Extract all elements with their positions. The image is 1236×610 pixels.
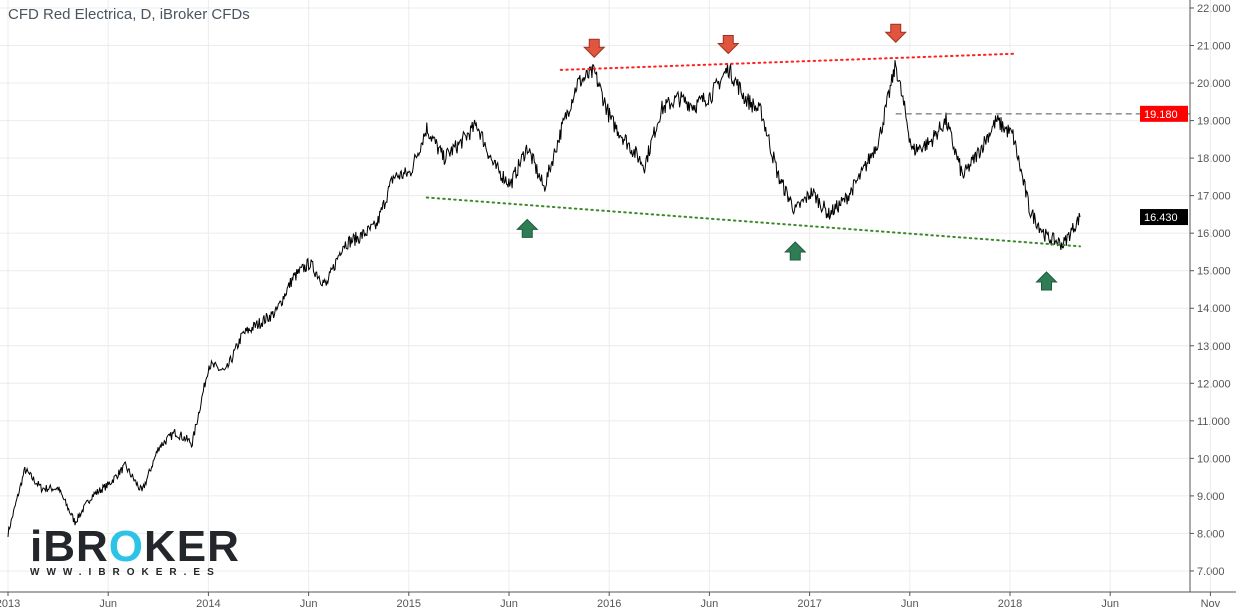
arrow-down-icon — [583, 38, 606, 58]
price-line — [7, 60, 1081, 537]
last-price-label-bg — [1140, 209, 1188, 226]
arrow-up-icon — [1035, 271, 1058, 291]
level-price-label-bg — [1140, 105, 1188, 122]
y-tick-label: 10.000 — [1197, 453, 1231, 465]
support-trendline — [425, 196, 1081, 248]
x-tick-label: 2013 — [0, 598, 20, 610]
arrow-up-icon — [784, 241, 807, 261]
y-tick-label: 21.000 — [1197, 41, 1231, 53]
x-tick-label: Jun — [1101, 598, 1119, 610]
chart-title: CFD Red Electrica, D, iBroker CFDs — [8, 6, 250, 23]
x-tick-label: Jun — [701, 598, 719, 610]
x-tick-label: Jun — [500, 598, 518, 610]
x-tick-label: Nov — [1201, 598, 1221, 610]
y-tick-label: 12.000 — [1197, 378, 1231, 390]
y-tick-label: 16.000 — [1197, 228, 1231, 240]
y-tick-label: 15.000 — [1197, 266, 1231, 278]
y-tick-label: 18.000 — [1197, 153, 1231, 165]
x-tick-label: 2017 — [797, 598, 821, 610]
y-tick-label: 22.000 — [1197, 3, 1231, 15]
level-price-label: 19.180 — [1144, 109, 1178, 121]
y-tick-label: 13.000 — [1197, 341, 1231, 353]
y-tick-label: 14.000 — [1197, 303, 1231, 315]
logo-text-rest: KER — [144, 522, 240, 571]
y-tick-label: 17.000 — [1197, 191, 1231, 203]
last-price-label: 16.430 — [1144, 212, 1178, 224]
x-tick-label: 2014 — [196, 598, 220, 610]
arrow-down-icon — [884, 23, 907, 43]
x-tick-label: Jun — [99, 598, 117, 610]
y-tick-label: 19.000 — [1197, 116, 1231, 128]
y-tick-label: 11.000 — [1197, 416, 1230, 428]
x-tick-label: Jun — [901, 598, 919, 610]
arrow-down-icon — [717, 35, 740, 55]
x-tick-label: 2015 — [397, 598, 421, 610]
x-tick-label: 2018 — [998, 598, 1022, 610]
x-tick-label: 2016 — [597, 598, 621, 610]
arrow-up-icon — [516, 218, 539, 238]
logo-url: WWW.IBROKER.ES — [30, 567, 221, 578]
resistance-trendline — [559, 52, 1014, 71]
ibroker-logo: iBROKER WWW.IBROKER.ES — [30, 525, 240, 579]
x-tick-label: Jun — [300, 598, 318, 610]
y-tick-label: 20.000 — [1197, 78, 1231, 90]
logo-o: O — [108, 522, 145, 571]
logo-text: iBR — [30, 522, 109, 571]
